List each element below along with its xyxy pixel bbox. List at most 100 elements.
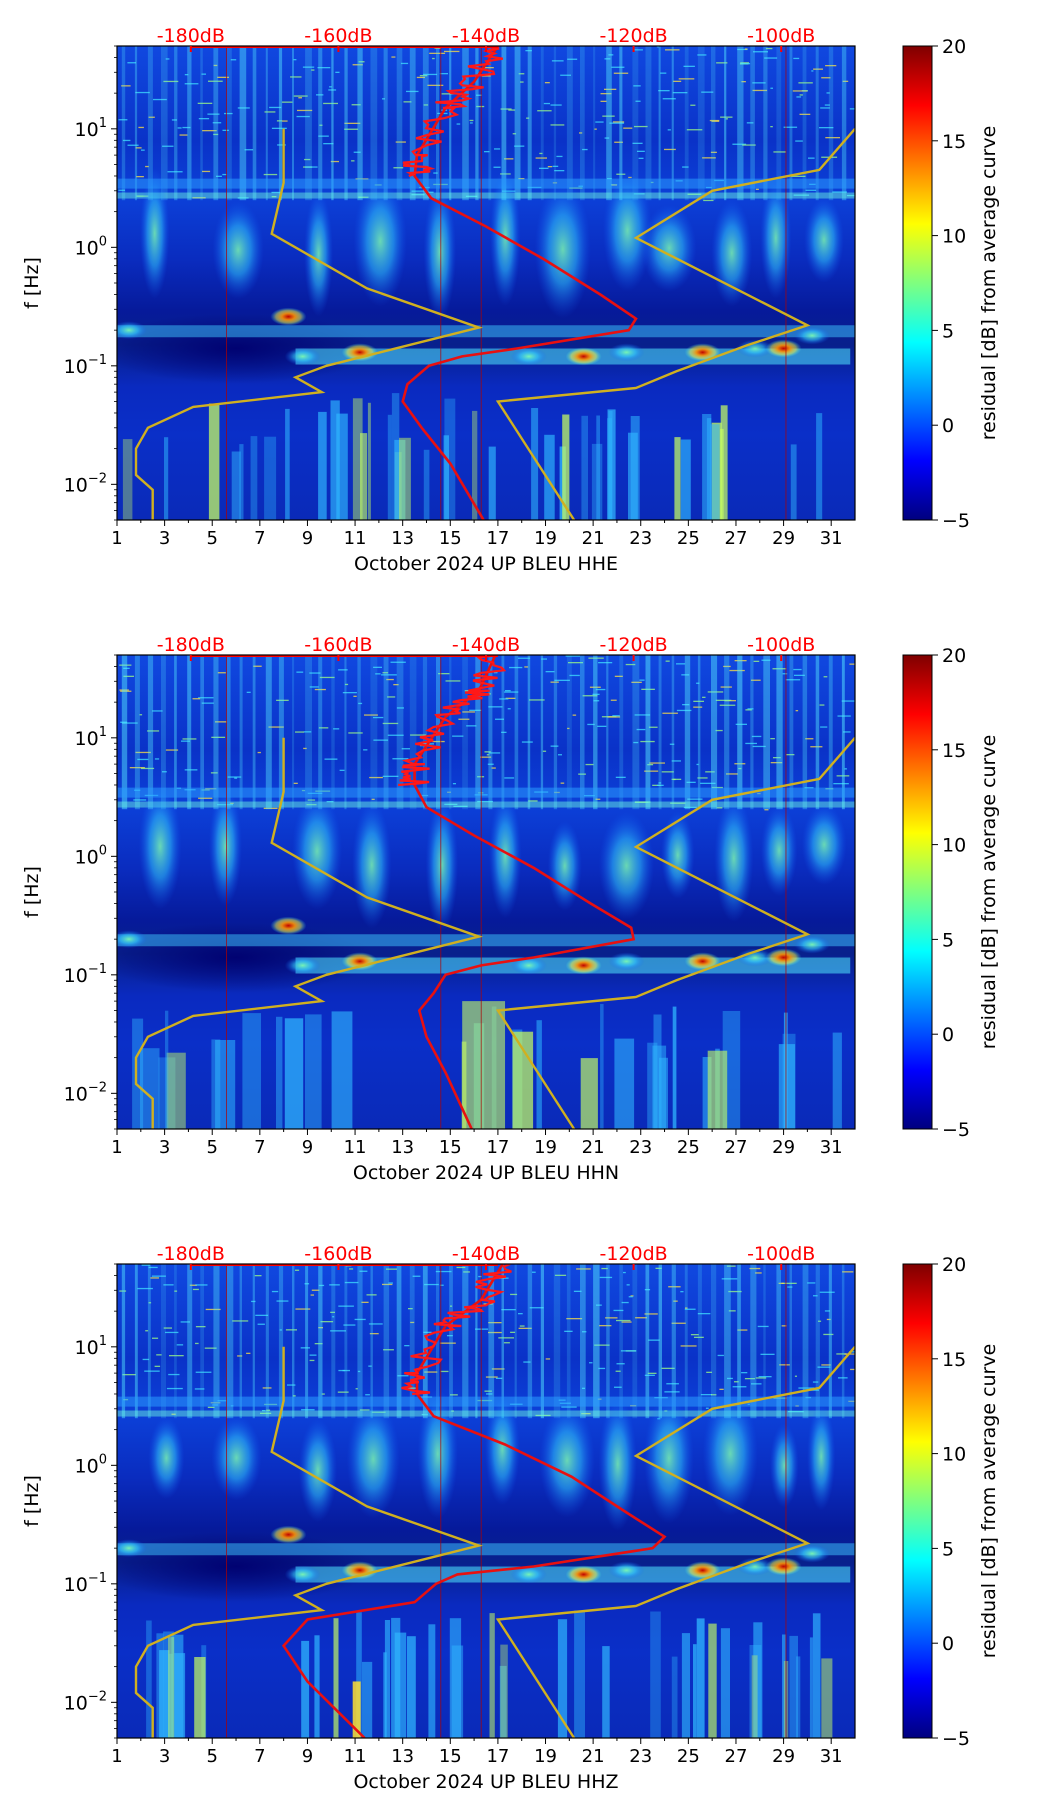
noise-dash <box>318 135 329 137</box>
stripe <box>527 655 531 810</box>
x-axis-label: October 2024 UP BLEU HHN <box>353 1162 619 1184</box>
noise-dash <box>166 1387 183 1390</box>
colorbar-tick-label: 20 <box>942 1254 966 1276</box>
noise-dash <box>611 66 625 68</box>
noise-dash <box>520 81 524 83</box>
stripe <box>724 655 730 810</box>
low-frequency-plume <box>449 1618 462 1738</box>
x-tick-label: 31 <box>820 1137 843 1158</box>
noise-dash <box>615 1370 621 1372</box>
low-frequency-plume <box>462 1001 506 1129</box>
low-frequency-plume <box>751 1655 758 1738</box>
noise-dash <box>296 671 304 673</box>
microseism-blob <box>138 783 182 910</box>
noise-dash <box>554 170 565 172</box>
noise-dash <box>550 104 562 106</box>
noise-dash <box>476 105 485 108</box>
noise-dash <box>154 1365 161 1367</box>
noise-dash <box>690 1334 699 1336</box>
x-tick-label: 15 <box>439 528 462 549</box>
noise-dash <box>648 726 658 728</box>
noise-dash <box>439 1284 444 1286</box>
noise-dash <box>276 120 283 122</box>
colorbar-tick-label: 15 <box>942 131 966 153</box>
low-frequency-plume <box>753 1622 763 1738</box>
noise-dash <box>120 721 128 723</box>
noise-dash <box>796 96 802 98</box>
noise-dash <box>141 1264 151 1266</box>
stripe <box>383 1264 390 1419</box>
noise-dash <box>582 148 588 151</box>
stripe <box>645 1264 650 1419</box>
stripe <box>828 655 833 810</box>
x-tick-label: 31 <box>820 528 843 549</box>
noise-dash <box>795 140 803 142</box>
noise-dash <box>719 704 736 706</box>
noise-dash <box>382 722 399 725</box>
stripe <box>462 655 468 810</box>
noise-dash <box>324 758 338 760</box>
stripe <box>658 46 661 201</box>
y-tick-base: 10 <box>64 1083 88 1105</box>
x-tick-label: 19 <box>534 1746 557 1767</box>
noise-dash <box>493 672 498 674</box>
stripe <box>292 46 294 201</box>
noise-dash <box>607 716 621 718</box>
noise-dash <box>605 1317 618 1319</box>
noise-dash <box>433 172 438 174</box>
low-frequency-plume <box>653 1014 662 1129</box>
noise-dash <box>795 710 799 712</box>
noise-dash <box>680 1291 684 1293</box>
noise-dash <box>295 1308 311 1310</box>
microseism-blob <box>760 805 798 897</box>
stripe <box>174 1264 177 1419</box>
noise-dash <box>353 695 357 697</box>
noise-dash <box>416 76 425 79</box>
noise-dash <box>669 743 675 745</box>
noise-dash <box>195 1371 212 1373</box>
stripe <box>763 655 770 810</box>
stripe <box>763 1264 766 1419</box>
noise-dash <box>705 1407 709 1409</box>
noise-dash <box>601 1267 608 1270</box>
noise-dash <box>751 1383 762 1385</box>
y-tick-label: 10−1 <box>64 353 107 378</box>
noise-dash <box>404 1345 410 1347</box>
noise-dash <box>295 731 305 733</box>
stripe <box>645 46 652 201</box>
stripe <box>776 46 782 201</box>
y-tick-exponent: −1 <box>88 962 107 977</box>
stripe <box>815 1264 820 1419</box>
stripe <box>422 655 428 810</box>
noise-dash <box>192 698 201 700</box>
stripe <box>645 655 651 810</box>
colorbar-tick-label: −5 <box>942 510 970 532</box>
noise-dash <box>582 1331 587 1333</box>
noise-dash <box>742 144 756 146</box>
noise-dash <box>621 1301 629 1304</box>
noise-dash <box>163 1327 172 1329</box>
noise-dash <box>364 714 378 716</box>
noise-dash <box>746 122 754 124</box>
stripe <box>632 1264 638 1419</box>
stripe <box>750 1264 757 1419</box>
noise-dash <box>344 1281 359 1284</box>
noise-dash <box>290 76 302 78</box>
noise-dash <box>535 157 547 159</box>
low-frequency-plume <box>720 405 728 520</box>
noise-dash <box>204 1347 217 1349</box>
noise-dash <box>676 663 686 665</box>
noise-dash <box>819 1291 835 1293</box>
noise-dash <box>480 75 491 77</box>
microseism-blob <box>140 168 170 299</box>
noise-dash <box>620 1350 637 1352</box>
noise-dash <box>431 740 445 743</box>
stripe <box>802 1264 809 1419</box>
stripe <box>357 655 361 810</box>
band-line <box>117 1396 855 1407</box>
noise-dash <box>632 142 643 144</box>
noise-dash <box>469 119 474 122</box>
stripe <box>265 655 272 810</box>
hot-spot <box>684 343 721 362</box>
noise-dash <box>260 1412 272 1414</box>
